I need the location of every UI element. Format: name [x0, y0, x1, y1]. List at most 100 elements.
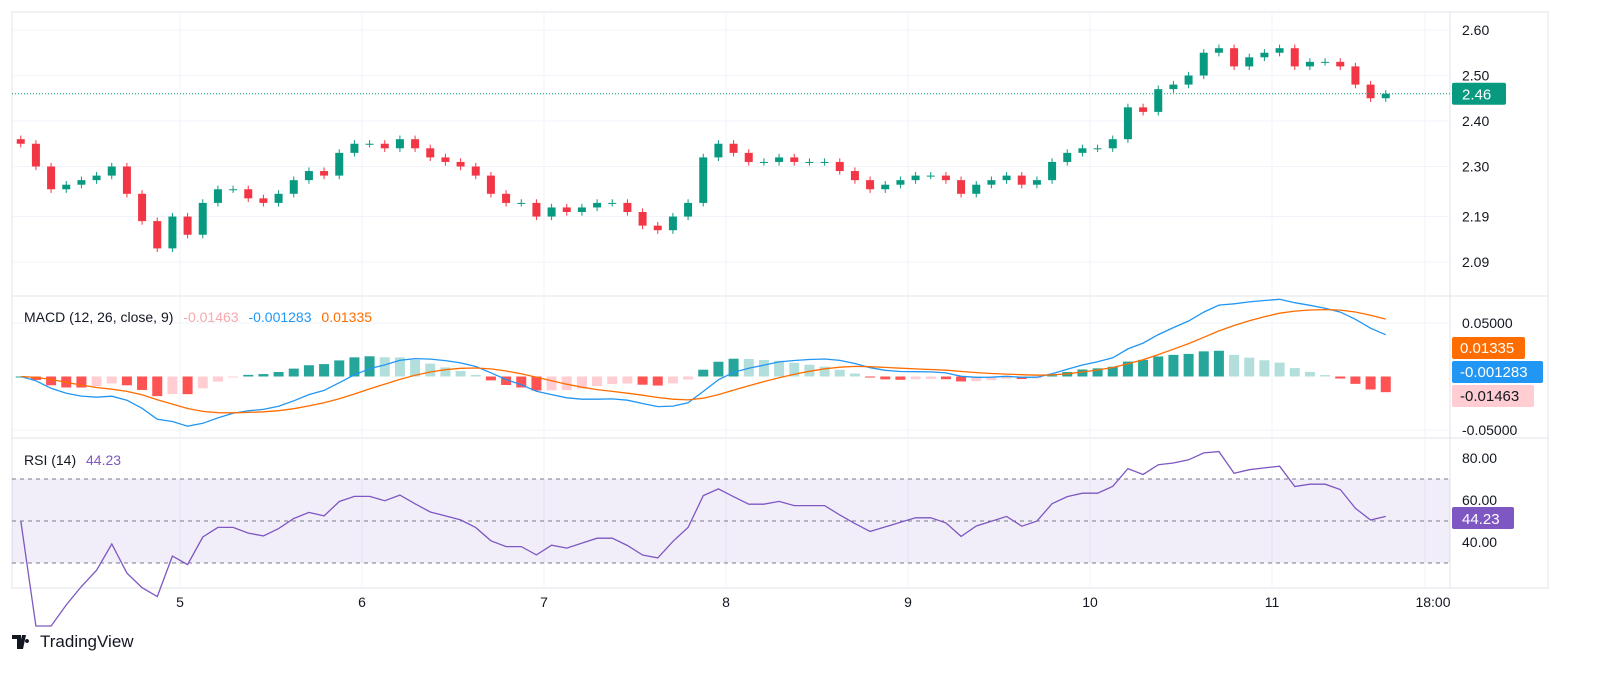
candle-body	[502, 193, 511, 203]
macd-histogram-bar	[1198, 351, 1209, 377]
macd-histogram-bar	[637, 376, 648, 385]
candle-body	[107, 166, 116, 176]
macd-histogram-bar	[1168, 354, 1179, 377]
macd-hist-badge	[1452, 385, 1534, 407]
macd-histogram-bar	[485, 376, 496, 381]
macd-histogram-bar	[1320, 375, 1331, 377]
macd-histogram-bar	[728, 358, 739, 377]
candle-body	[835, 161, 844, 172]
brand-name: TradingView	[40, 632, 134, 651]
time-tick-label: 11	[1265, 594, 1280, 610]
macd-histogram-bar	[410, 359, 421, 377]
candle-body	[426, 148, 435, 158]
macd-histogram-bar	[713, 361, 724, 377]
candle-body	[820, 161, 829, 163]
macd-histogram-bar	[46, 376, 57, 386]
candle-body	[1321, 61, 1330, 63]
candle-body	[1305, 61, 1314, 67]
time-tick-label: 7	[540, 594, 548, 610]
price-tick-label: 2.50	[1462, 68, 1489, 84]
macd-histogram-bar	[652, 376, 663, 386]
time-tick-label: 10	[1082, 594, 1098, 610]
macd-histogram-bar	[865, 376, 876, 378]
rsi-title: RSI (14)	[24, 452, 77, 468]
macd-histogram-bar	[106, 376, 117, 384]
macd-signal-badge	[1452, 337, 1525, 359]
macd-histogram-bar	[501, 376, 512, 385]
macd-histogram-bar	[925, 376, 936, 379]
candle-body	[790, 157, 799, 162]
macd-histogram-bar	[1350, 376, 1361, 384]
macd-histogram-bar	[774, 360, 785, 377]
time-tick-label: 9	[904, 594, 912, 610]
candle-body	[1184, 75, 1193, 85]
macd-hist-value: -0.01463	[183, 309, 239, 325]
macd-histogram-bar	[880, 376, 891, 380]
rsi-value-badge	[1452, 507, 1514, 529]
macd-histogram-bar	[910, 376, 921, 380]
macd-histogram-bar	[1213, 350, 1224, 377]
candle-body	[304, 171, 313, 181]
macd-histogram-bar	[940, 376, 951, 380]
candle-body	[941, 175, 950, 181]
macd-histogram-bar	[303, 365, 314, 377]
macd-histogram-bar	[470, 374, 481, 377]
macd-histogram-bar	[834, 369, 845, 377]
price-tick-label: 2.40	[1462, 113, 1489, 129]
macd-histogram-bar	[531, 376, 542, 391]
candle-body	[138, 193, 147, 222]
macd-histogram-bar	[455, 371, 466, 377]
macd-histogram-bar	[576, 376, 587, 389]
macd-histogram-bar	[789, 362, 800, 377]
macd-histogram-bar	[1001, 376, 1012, 379]
macd-tick-label: 0.05000	[1462, 315, 1513, 331]
macd-histogram-bar	[1107, 366, 1118, 377]
candle-body	[532, 202, 541, 217]
macd-histogram-bar	[622, 376, 633, 384]
macd-histogram-bar	[1153, 356, 1164, 377]
candle-body	[1154, 89, 1163, 112]
candle-body	[744, 152, 753, 162]
rsi-legend: RSI (14) 44.23	[24, 452, 127, 468]
macd-histogram-bar	[288, 368, 299, 377]
macd-histogram-bar	[197, 376, 208, 389]
candle-body	[350, 143, 359, 153]
candle-body	[562, 207, 571, 212]
macd-histogram-bar	[895, 376, 906, 380]
macd-histogram-bar	[986, 376, 997, 381]
candle-body	[395, 139, 404, 149]
rsi-value: 44.23	[86, 452, 122, 468]
candle-body	[1275, 48, 1284, 53]
candle-body	[380, 143, 389, 149]
rsi-tick-label: 80.00	[1462, 450, 1497, 466]
candle-body	[1336, 61, 1345, 67]
macd-tick-label: -0.05000	[1462, 422, 1517, 438]
time-tick-label: 8	[722, 594, 730, 610]
candle-body	[896, 180, 905, 185]
candle-body	[122, 166, 131, 194]
macd-histogram-bar	[228, 376, 239, 378]
macd-histogram-bar	[1365, 376, 1376, 390]
macd-histogram-bar	[1289, 368, 1300, 377]
last-price-label: 2.46	[1462, 87, 1491, 104]
candle-body	[441, 157, 450, 162]
macd-signal-badge-label: 0.01335	[1460, 340, 1514, 357]
macd-histogram-bar	[319, 364, 330, 377]
candle-body	[77, 180, 86, 185]
candle-body	[1366, 84, 1375, 99]
time-tick-label: 18:00	[1415, 594, 1450, 610]
macd-histogram-bar	[1122, 361, 1133, 377]
time-tick-label: 6	[358, 594, 366, 610]
macd-histogram-bar	[1092, 368, 1103, 377]
candle-body	[1123, 107, 1132, 140]
candle-body	[623, 202, 632, 212]
macd-histogram-bar	[667, 376, 678, 384]
macd-histogram-bar	[425, 363, 436, 377]
tradingview-logo[interactable]: TradingView	[12, 632, 134, 652]
candle-body	[714, 143, 723, 158]
candle-body	[92, 175, 101, 181]
candle-body	[229, 189, 238, 191]
candle-body	[213, 189, 222, 203]
